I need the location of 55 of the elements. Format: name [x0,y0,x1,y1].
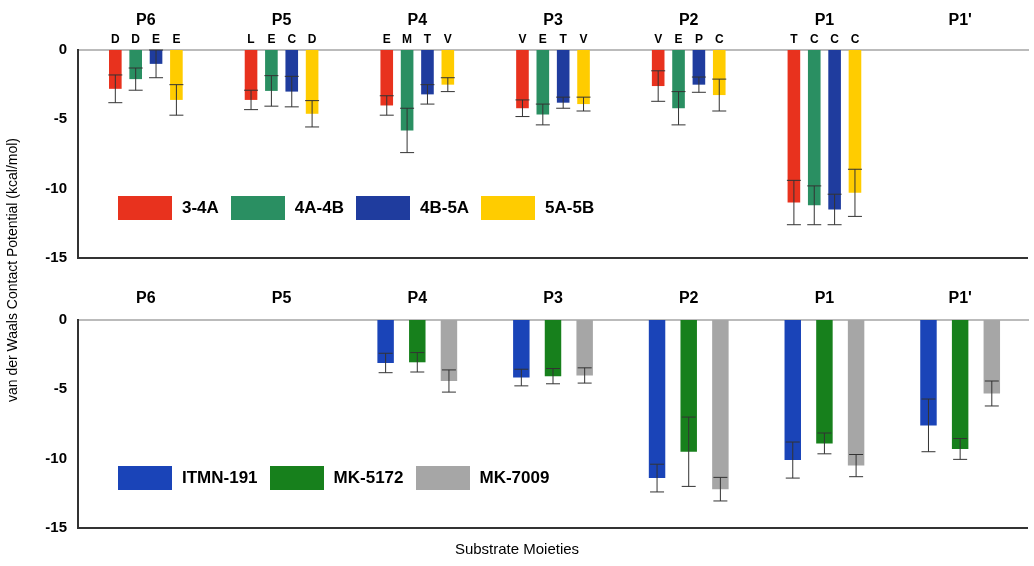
data-label: L [247,32,255,47]
y-tick-label: -5 [53,379,67,397]
y-tick-label: -10 [45,448,67,466]
data-label: M [402,32,413,47]
y-tick-label: 0 [58,40,67,58]
y-tick-label: -5 [53,109,67,127]
y-tick-label: 0 [58,310,67,328]
data-label: T [790,32,799,47]
x-tick-label: P6 [136,288,156,306]
data-label: T [559,32,568,47]
data-label: E [172,32,181,47]
x-tick-label: P2 [678,10,699,28]
x-tick-label: P1' [948,10,972,28]
x-tick-label: P3 [543,10,563,28]
data-label: E [382,32,391,47]
data-label: E [267,32,276,47]
data-label: V [654,32,663,47]
x-tick-label: P6 [136,10,156,28]
x-tick-label: P1 [814,10,835,28]
data-label: E [152,32,161,47]
legend-label: 5A-5B [545,198,595,218]
data-label: C [714,32,724,47]
y-tick-label: -15 [45,518,67,536]
legend-label: MK-5172 [333,468,404,488]
y-tick-label: -10 [45,178,67,196]
legend-label: MK-7009 [479,468,550,488]
data-label: T [423,32,432,47]
data-label: P [694,32,703,47]
y-axis-title: van der Waals Contact Potential (kcal/mol) [4,137,20,403]
legend-label: 3-4A [182,198,219,218]
data-label: D [307,32,317,47]
x-axis-title: Substrate Moieties [453,540,581,557]
x-tick-label: P1 [814,288,835,306]
data-label: C [850,32,860,47]
data-label: C [809,32,819,47]
x-tick-label: P4 [407,288,428,306]
y-tick-label: -15 [45,248,67,266]
data-label: C [287,32,297,47]
x-tick-label: P3 [543,288,563,306]
data-label: V [443,32,452,47]
x-tick-label: P5 [271,10,292,28]
data-label: D [110,32,120,47]
data-label: V [579,32,588,47]
data-label: E [538,32,547,47]
x-tick-label: P2 [678,288,699,306]
legend-label: ITMN-191 [182,468,258,488]
legend-label: 4B-5A [419,198,470,218]
data-label: E [674,32,683,47]
x-tick-label: P4 [407,10,428,28]
data-label: D [131,32,141,47]
data-label: C [830,32,840,47]
x-tick-label: P1' [948,288,972,306]
x-tick-label: P5 [271,288,292,306]
legend-label: 4A-4B [294,198,344,218]
data-label: V [518,32,527,47]
